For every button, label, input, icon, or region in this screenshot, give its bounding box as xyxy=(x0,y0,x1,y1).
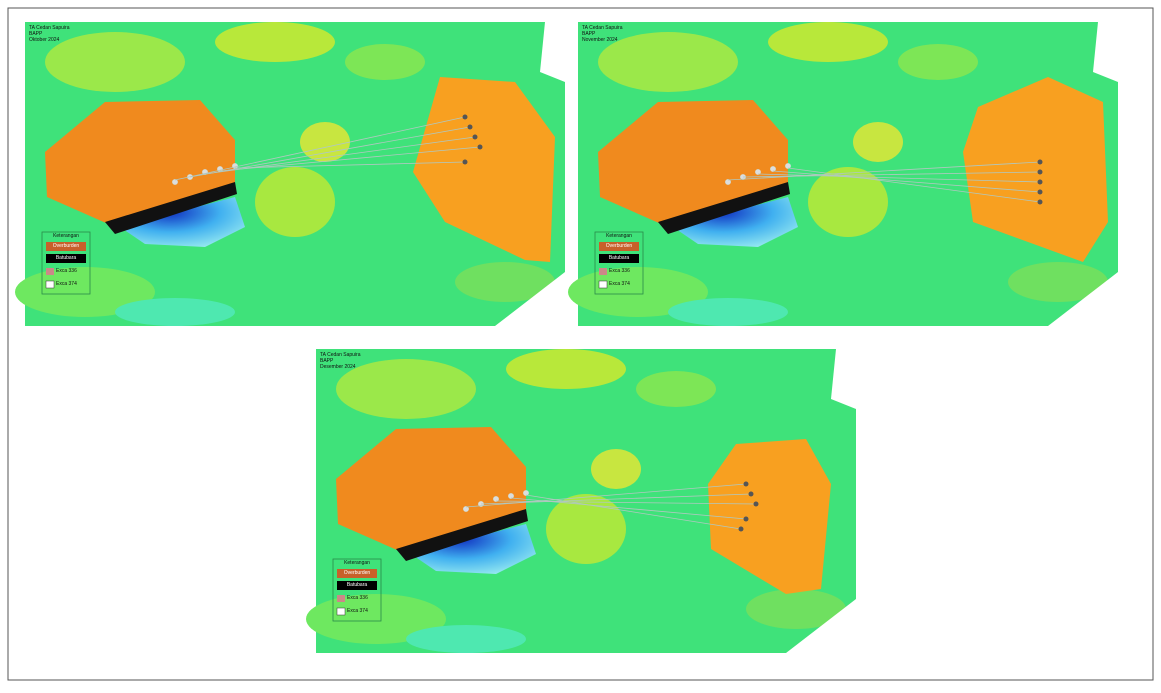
truck xyxy=(1038,160,1043,165)
legend-label: Overburden xyxy=(606,243,633,249)
legend-icon xyxy=(599,281,607,288)
legend-icon xyxy=(46,281,54,288)
legend-icon xyxy=(599,268,607,275)
legend-label: Exca 336 xyxy=(609,268,630,274)
truck xyxy=(478,145,483,150)
map-title: Desember 2024 xyxy=(320,364,356,370)
legend-label: Batubara xyxy=(347,582,368,588)
truck xyxy=(463,115,468,120)
legend-title: Keterangan xyxy=(53,233,79,239)
legend-label: Overburden xyxy=(344,570,371,576)
legend-label: Exca 374 xyxy=(347,608,368,614)
truck xyxy=(744,482,749,487)
map-title: Oktober 2024 xyxy=(29,37,60,43)
truck xyxy=(1038,200,1043,205)
legend-icon xyxy=(337,608,345,615)
legend-label: Exca 336 xyxy=(347,595,368,601)
legend-title: Keterangan xyxy=(344,560,370,566)
truck xyxy=(1038,190,1043,195)
page: TA Cedan SapuiraBAPPOktober 2024Keterang… xyxy=(0,0,1161,688)
legend-icon xyxy=(337,595,345,602)
legend-label: Batubara xyxy=(56,255,77,261)
legend-label: Overburden xyxy=(53,243,80,249)
legend-icon xyxy=(46,268,54,275)
truck xyxy=(749,492,754,497)
truck xyxy=(754,502,759,507)
truck xyxy=(739,527,744,532)
legend-label: Exca 374 xyxy=(609,281,630,287)
truck xyxy=(1038,180,1043,185)
legend-label: Batubara xyxy=(609,255,630,261)
map-title: November 2024 xyxy=(582,37,618,43)
truck xyxy=(473,135,478,140)
truck xyxy=(744,517,749,522)
truck xyxy=(463,160,468,165)
legend-title: Keterangan xyxy=(606,233,632,239)
legend-label: Exca 336 xyxy=(56,268,77,274)
legend-label: Exca 374 xyxy=(56,281,77,287)
truck xyxy=(468,125,473,130)
truck xyxy=(1038,170,1043,175)
